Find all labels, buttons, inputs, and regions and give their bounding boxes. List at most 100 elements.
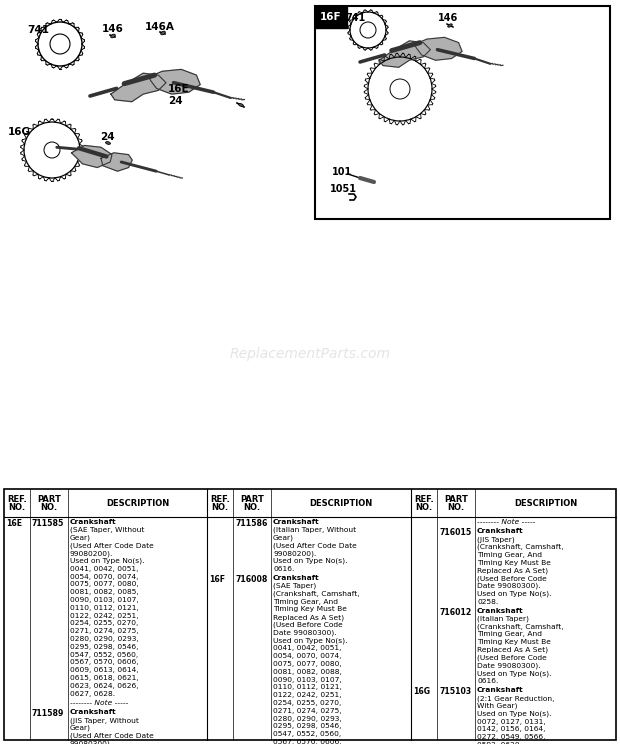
Text: 0081, 0082, 0088,: 0081, 0082, 0088, <box>273 669 342 675</box>
Text: Used on Type No(s).: Used on Type No(s). <box>477 591 552 597</box>
Text: 0122, 0242, 0251,: 0122, 0242, 0251, <box>70 612 139 618</box>
Text: 0272, 0549, 0566,: 0272, 0549, 0566, <box>477 734 546 740</box>
Polygon shape <box>149 69 200 94</box>
Text: REF.: REF. <box>7 495 27 504</box>
Text: 0258.: 0258. <box>477 598 498 605</box>
Text: 716008: 716008 <box>235 575 267 584</box>
Text: DESCRIPTION: DESCRIPTION <box>309 498 373 507</box>
Text: 0090, 0103, 0107,: 0090, 0103, 0107, <box>273 676 342 682</box>
Text: Crankshaft: Crankshaft <box>273 519 320 525</box>
Text: REF.: REF. <box>210 495 230 504</box>
Text: 16F: 16F <box>320 12 342 22</box>
Text: 716015: 716015 <box>439 528 471 537</box>
Text: Replaced As A Set): Replaced As A Set) <box>477 647 548 653</box>
Text: (2:1 Gear Reduction,: (2:1 Gear Reduction, <box>477 695 554 702</box>
Text: Gear): Gear) <box>70 725 91 731</box>
Polygon shape <box>111 73 166 102</box>
Text: ReplacementParts.com: ReplacementParts.com <box>229 347 391 361</box>
Text: -------- Note -----: -------- Note ----- <box>477 519 536 525</box>
Text: (Used Before Code: (Used Before Code <box>477 575 547 582</box>
Text: Timing Key Must Be: Timing Key Must Be <box>477 639 551 645</box>
Text: (Italian Taper): (Italian Taper) <box>477 615 529 622</box>
Text: (Crankshaft, Camshaft,: (Crankshaft, Camshaft, <box>273 591 360 597</box>
Text: (Italian Taper, Without: (Italian Taper, Without <box>273 527 356 533</box>
Text: Gear): Gear) <box>273 535 294 541</box>
Text: (Crankshaft, Camshaft,: (Crankshaft, Camshaft, <box>477 623 564 630</box>
Bar <box>315 6 610 219</box>
Text: (SAE Taper, Without: (SAE Taper, Without <box>70 527 144 533</box>
Ellipse shape <box>105 141 110 144</box>
Text: 0609, 0613, 0614,: 0609, 0613, 0614, <box>70 667 139 673</box>
Text: 0122, 0242, 0251,: 0122, 0242, 0251, <box>273 692 342 698</box>
Text: Crankshaft: Crankshaft <box>70 709 117 715</box>
Text: 0110, 0112, 0121,: 0110, 0112, 0121, <box>70 605 139 611</box>
Text: 99080300).: 99080300). <box>70 740 113 744</box>
Text: Timing Gear, And: Timing Gear, And <box>273 598 338 605</box>
Text: 0616.: 0616. <box>273 565 294 572</box>
Text: NO.: NO. <box>244 502 260 512</box>
Text: 0295, 0298, 0546,: 0295, 0298, 0546, <box>273 723 342 729</box>
Text: 0271, 0274, 0275,: 0271, 0274, 0275, <box>70 628 139 634</box>
Text: Crankshaft: Crankshaft <box>70 519 117 525</box>
Text: Used on Type No(s).: Used on Type No(s). <box>70 558 144 565</box>
Text: 146: 146 <box>102 24 124 34</box>
Text: Crankshaft: Crankshaft <box>477 608 524 614</box>
Text: Used on Type No(s).: Used on Type No(s). <box>273 638 347 644</box>
Text: Used on Type No(s).: Used on Type No(s). <box>273 558 347 565</box>
Polygon shape <box>71 145 112 167</box>
Text: 16G: 16G <box>8 127 31 137</box>
Bar <box>4 489 616 740</box>
Text: Replaced As A Set): Replaced As A Set) <box>477 568 548 574</box>
Text: 101: 101 <box>332 167 352 177</box>
Text: 0041, 0042, 0051,: 0041, 0042, 0051, <box>70 565 138 572</box>
Text: 0627, 0628.: 0627, 0628. <box>70 690 115 696</box>
Text: (Crankshaft, Camshaft,: (Crankshaft, Camshaft, <box>477 544 564 551</box>
Text: Date 99080300).: Date 99080300). <box>477 662 541 669</box>
Text: 0075, 0077, 0080,: 0075, 0077, 0080, <box>70 581 139 588</box>
Polygon shape <box>379 41 430 67</box>
Polygon shape <box>415 37 462 60</box>
Text: 99080200).: 99080200). <box>70 551 113 557</box>
Text: 0054, 0070, 0074,: 0054, 0070, 0074, <box>70 574 138 580</box>
Text: (Used After Code Date: (Used After Code Date <box>70 542 154 549</box>
Text: Timing Key Must Be: Timing Key Must Be <box>273 606 347 612</box>
Text: NO.: NO. <box>415 502 433 512</box>
Text: 711586: 711586 <box>235 519 267 528</box>
Text: 0547, 0552, 0560,: 0547, 0552, 0560, <box>273 731 341 737</box>
Text: Used on Type No(s).: Used on Type No(s). <box>477 670 552 677</box>
Text: 0280, 0290, 0293,: 0280, 0290, 0293, <box>70 636 139 642</box>
Polygon shape <box>101 153 132 171</box>
Text: 711589: 711589 <box>32 709 64 718</box>
Text: 0615, 0618, 0621,: 0615, 0618, 0621, <box>70 675 139 681</box>
Bar <box>0 0 620 489</box>
Ellipse shape <box>239 103 244 106</box>
Text: 711585: 711585 <box>32 519 64 528</box>
Text: -------- Note -----: -------- Note ----- <box>70 700 128 706</box>
Text: With Gear): With Gear) <box>477 703 518 709</box>
Text: Date 99080300).: Date 99080300). <box>273 629 337 636</box>
Text: 146A: 146A <box>145 22 175 32</box>
Text: (Used After Code Date: (Used After Code Date <box>273 542 356 549</box>
Text: Date 99080300).: Date 99080300). <box>477 583 541 589</box>
Text: 16G: 16G <box>413 687 430 696</box>
Text: 0081, 0082, 0085,: 0081, 0082, 0085, <box>70 589 139 595</box>
Text: 0142, 0156, 0164,: 0142, 0156, 0164, <box>477 726 546 732</box>
Text: Crankshaft: Crankshaft <box>273 575 320 581</box>
Ellipse shape <box>111 34 115 38</box>
Text: Crankshaft: Crankshaft <box>477 528 524 534</box>
Text: REF.: REF. <box>414 495 434 504</box>
Text: 0041, 0042, 0051,: 0041, 0042, 0051, <box>273 645 342 651</box>
Text: DESCRIPTION: DESCRIPTION <box>514 498 577 507</box>
Text: 146: 146 <box>438 13 458 23</box>
Text: (JIS Taper): (JIS Taper) <box>477 536 515 542</box>
Text: 0254, 0255, 0270,: 0254, 0255, 0270, <box>273 700 342 706</box>
Text: 24: 24 <box>100 132 115 142</box>
Text: Replaced As A Set): Replaced As A Set) <box>273 614 344 620</box>
Text: 0567, 0570, 0606,: 0567, 0570, 0606, <box>273 739 342 744</box>
Text: 0054, 0070, 0074,: 0054, 0070, 0074, <box>273 653 342 659</box>
Text: NO.: NO. <box>40 502 58 512</box>
Text: 16E: 16E <box>6 519 22 528</box>
Text: Timing Key Must Be: Timing Key Must Be <box>477 559 551 565</box>
Text: 0592, 0620.: 0592, 0620. <box>477 742 522 744</box>
Text: NO.: NO. <box>9 502 25 512</box>
